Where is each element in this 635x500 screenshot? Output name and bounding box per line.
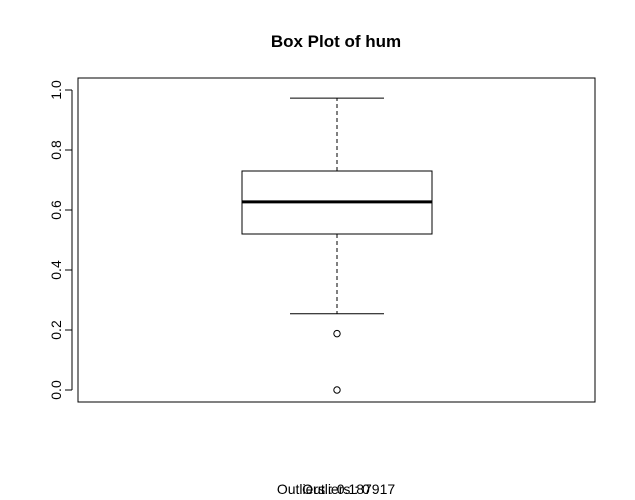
y-axis: 0.0 0.2 0.4 0.6 0.8 1.0: [48, 80, 73, 400]
y-tick-label: 0.6: [48, 200, 64, 220]
plot-frame: [77, 77, 596, 403]
y-tick-label: 0.8: [48, 140, 64, 160]
outlier-footer-text: Outliers : 0: [302, 481, 370, 497]
y-tick-label: 0.4: [48, 260, 64, 280]
outlier-point: [333, 386, 341, 394]
y-tick-label: 1.0: [48, 80, 64, 100]
outlier-footer-text: Outliers : 0.187917: [277, 481, 396, 497]
outlier-point: [333, 329, 341, 338]
y-tick-label: 0.2: [48, 320, 64, 340]
box-plot: [241, 97, 433, 394]
y-tick-label: 0.0: [48, 380, 64, 400]
chart-title: Box Plot of hum: [271, 32, 401, 51]
